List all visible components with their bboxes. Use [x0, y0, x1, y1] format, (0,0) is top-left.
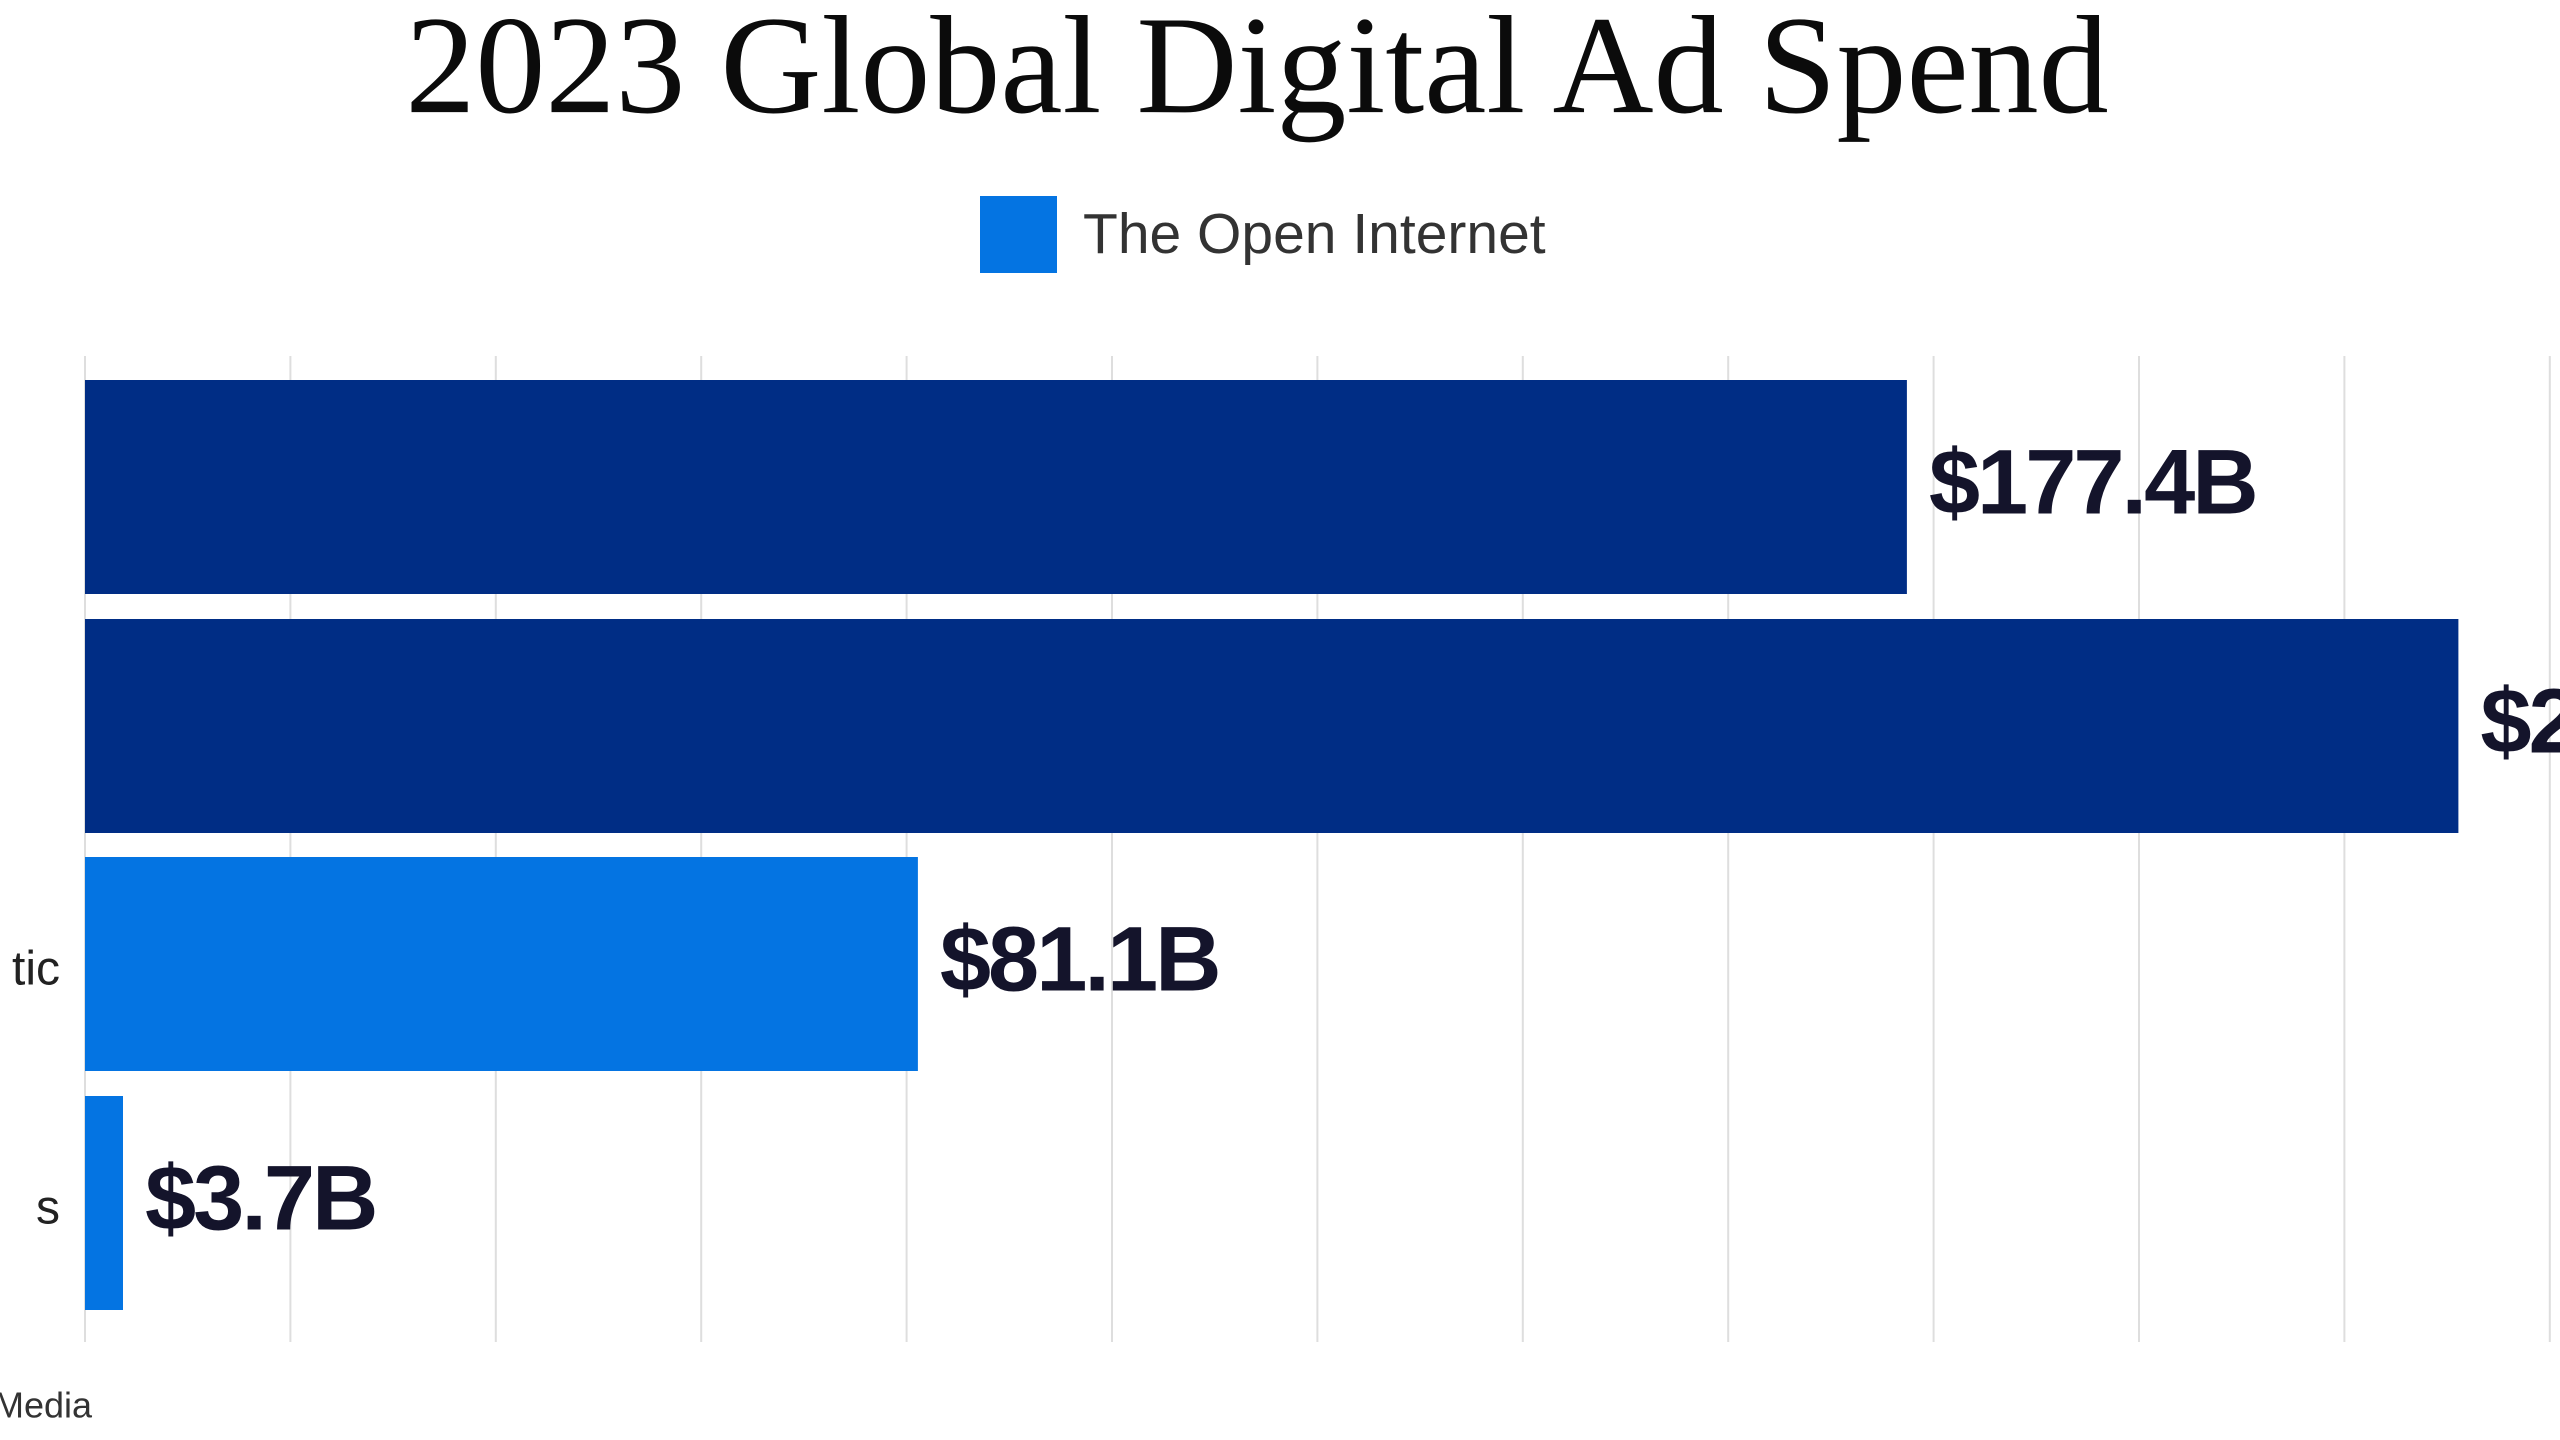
value-label: $231.1B — [2480, 670, 2560, 772]
legend-swatch — [980, 196, 1057, 273]
bar — [85, 1096, 123, 1310]
value-label: $3.7B — [145, 1147, 376, 1249]
source: Media — [0, 1385, 93, 1426]
legend-label: The Open Internet — [1083, 202, 1546, 266]
category-label: s — [36, 1182, 60, 1235]
value-label: $177.4B — [1929, 431, 2256, 533]
chart-title: 2023 Global Digital Ad Spend — [405, 0, 2108, 143]
bar — [85, 619, 2459, 833]
bar — [85, 380, 1907, 594]
bar — [85, 857, 918, 1071]
value-label: $81.1B — [940, 908, 1219, 1010]
category-label: tic — [12, 943, 60, 996]
